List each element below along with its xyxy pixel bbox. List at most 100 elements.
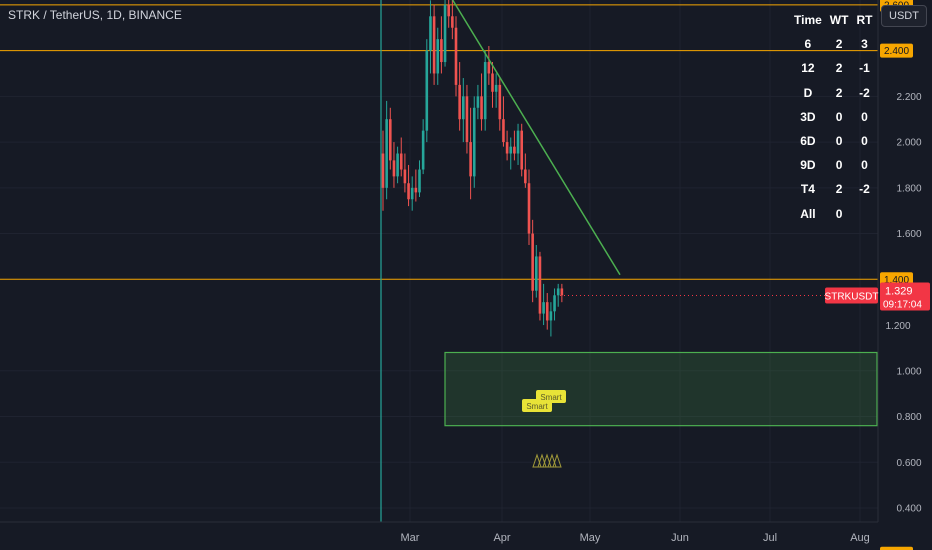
candle-body <box>421 130 425 170</box>
candle <box>389 107 392 170</box>
stats-cell: 0 <box>835 206 843 221</box>
candle-body <box>465 96 469 143</box>
candle <box>494 73 498 108</box>
currency-button[interactable]: USDT <box>881 5 927 27</box>
stats-row: 12 2 -1 <box>790 56 876 80</box>
candle <box>454 16 458 97</box>
candle-body <box>549 311 553 321</box>
candle <box>483 50 487 131</box>
candle-body <box>505 142 509 154</box>
demand-zone <box>444 351 878 427</box>
candle-body <box>436 39 440 74</box>
candle <box>425 39 429 143</box>
candle <box>447 0 450 28</box>
level-label-text: 2.400 <box>884 46 909 57</box>
stats-cell: 12 <box>801 61 815 76</box>
candle-body <box>432 16 436 74</box>
time-axis[interactable]: Mar Apr May Jun Jul Aug <box>0 521 878 544</box>
candle-body <box>520 130 523 170</box>
horizontal-levels <box>0 4 878 280</box>
candle-body <box>440 39 443 63</box>
bar-countdown: 09:17:04 <box>883 300 922 311</box>
candle-body <box>472 107 476 177</box>
level-label-text: 1.400 <box>884 275 909 286</box>
stats-table: Time WT RT 6 2 3 12 2 -1 D 2 -2 3D 0 0 6D 0 0 9D 0 0 T4 2 -2 All… <box>790 8 876 226</box>
candle-body <box>399 153 403 170</box>
candle <box>545 293 549 330</box>
stats-cell: -2 <box>859 85 870 100</box>
candle-body <box>407 183 410 200</box>
stats-cell: -1 <box>859 61 870 76</box>
stats-cell: 9D <box>800 158 816 173</box>
candle <box>381 130 385 211</box>
level-label-bg <box>880 43 913 58</box>
candle <box>520 123 523 177</box>
candle <box>538 251 542 321</box>
candle <box>392 142 396 188</box>
candle <box>410 176 414 211</box>
stats-cell: 0 <box>835 109 843 124</box>
candle-body <box>403 169 407 184</box>
trendline[interactable] <box>425 0 621 276</box>
current-price-value: 1.329 <box>885 286 913 298</box>
candle-body <box>524 169 527 184</box>
stats-row: T4 2 -2 <box>790 177 876 201</box>
stats-cell: 6 <box>804 37 812 52</box>
price-tick-label: 1.000 <box>896 366 921 377</box>
candle <box>498 78 502 131</box>
price-tick-label: 0.600 <box>896 458 921 469</box>
candle-body <box>454 27 458 85</box>
stats-cell: 6D <box>800 134 816 149</box>
candle-body <box>513 146 516 154</box>
stats-cell: D <box>803 85 813 100</box>
candle <box>531 219 534 303</box>
price-axis[interactable]: 3.4003.2003.0002.8002.2002.0001.8001.600… <box>877 0 922 522</box>
symbol-tag-bg <box>825 287 878 304</box>
candle-body <box>538 256 542 314</box>
candle-body <box>418 169 421 193</box>
candle <box>396 146 399 184</box>
candle <box>480 73 483 131</box>
candle-body <box>531 233 534 291</box>
candle-body <box>560 288 564 296</box>
candle <box>505 130 509 161</box>
candle-body <box>509 146 513 154</box>
candle <box>502 96 505 147</box>
candle <box>414 169 418 202</box>
stats-cell: 2 <box>835 182 843 197</box>
candle-body <box>476 96 480 108</box>
candle <box>429 0 432 74</box>
candle <box>458 62 461 131</box>
candle-body <box>396 153 399 177</box>
candle <box>549 302 553 337</box>
candle-body <box>381 153 385 188</box>
candle <box>399 137 403 177</box>
candle <box>516 123 520 165</box>
candle <box>407 164 410 207</box>
stats-cell: 3 <box>861 37 868 52</box>
candle-body <box>429 16 432 51</box>
candle-body <box>414 187 418 193</box>
triangle-marker <box>537 453 547 468</box>
stats-cell: 2 <box>835 85 843 100</box>
symbol-price-tag: STRKUSDT <box>825 287 878 304</box>
candle <box>465 84 469 154</box>
stats-cell: All <box>800 206 816 221</box>
smart-signal-bg <box>536 390 566 403</box>
stats-cell: 0 <box>835 158 843 173</box>
candle <box>527 169 531 245</box>
triangle-marker <box>552 453 562 468</box>
symbol-title: STRK / TetherUS, 1D, BINANCE <box>8 8 182 22</box>
candle <box>432 4 436 85</box>
current-price-label: 1.329 09:17:04 <box>880 282 930 311</box>
stats-header-cell: RT <box>856 13 873 28</box>
stats-header-cell: WT <box>829 13 849 28</box>
stats-row: All 0 <box>790 202 876 226</box>
candle <box>462 78 465 143</box>
time-tick-label: Aug <box>850 532 870 544</box>
candle-body <box>385 119 388 188</box>
candle <box>385 100 388 200</box>
smart-signal-marker: Smart <box>536 390 566 403</box>
candle <box>476 84 480 120</box>
